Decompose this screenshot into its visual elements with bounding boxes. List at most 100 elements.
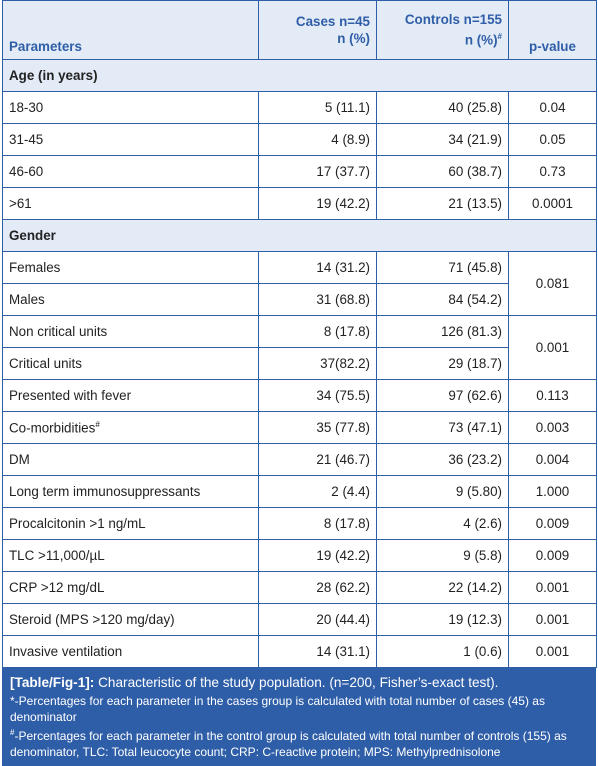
table-row: Long term immunosuppressants 2 (4.4) 9 (… bbox=[2, 475, 597, 508]
caption-note-2-sup: # bbox=[10, 728, 15, 737]
table-caption: [Table/Fig-1]: Characteristic of the stu… bbox=[2, 668, 596, 766]
table-row: Non critical units 8 (17.8) 126 (81.3) 0… bbox=[2, 315, 597, 380]
table-row: 46-60 17 (37.7) 60 (38.7) 0.73 bbox=[2, 155, 597, 188]
table-row: Critical units 37(82.2) 29 (18.7) bbox=[2, 347, 597, 380]
row-pvalue: 1.000 bbox=[508, 475, 597, 508]
table-row: Co-morbidities# 35 (77.8) 73 (47.1) 0.00… bbox=[2, 411, 597, 444]
merged-pvalue-units: 0.001 bbox=[508, 315, 597, 380]
caption-note-2-text: -Percentages for each parameter in the c… bbox=[10, 729, 567, 759]
row-controls: 126 (81.3) bbox=[376, 315, 509, 348]
merged-pvalue-gender: 0.081 bbox=[508, 251, 597, 316]
row-param-text: Co-morbidities bbox=[9, 420, 96, 436]
caption-text: Characteristic of the study population. … bbox=[94, 675, 499, 690]
table-row: Invasive ventilation 14 (31.1) 1 (0.6) 0… bbox=[2, 635, 597, 668]
row-param: Procalcitonin >1 ng/mL bbox=[2, 507, 259, 540]
row-param-sup: # bbox=[95, 419, 100, 429]
section-gender: Gender bbox=[2, 219, 597, 252]
row-controls: 22 (14.2) bbox=[376, 571, 509, 604]
row-cases: 21 (46.7) bbox=[258, 443, 377, 476]
row-cases: 31 (68.8) bbox=[258, 283, 377, 316]
table-row: 18-30 5 (11.1) 40 (25.8) 0.04 bbox=[2, 91, 597, 124]
row-pvalue: 0.113 bbox=[508, 379, 597, 412]
caption-label: [Table/Fig-1]: bbox=[10, 675, 95, 690]
row-controls: 9 (5.80) bbox=[376, 475, 509, 508]
study-population-table: Parameters Cases n=45 n (%) Controls n=1… bbox=[2, 0, 597, 668]
caption-note-1: *-Percentages for each parameter in the … bbox=[10, 694, 545, 724]
row-pvalue: 0.05 bbox=[508, 123, 597, 156]
header-parameters: Parameters bbox=[2, 0, 259, 60]
row-cases: 2 (4.4) bbox=[258, 475, 377, 508]
table-row: DM 21 (46.7) 36 (23.2) 0.004 bbox=[2, 443, 597, 476]
row-controls: 4 (2.6) bbox=[376, 507, 509, 540]
row-controls: 97 (62.6) bbox=[376, 379, 509, 412]
table-row: Females 14 (31.2) 71 (45.8) 0.081 bbox=[2, 251, 597, 316]
row-controls: 29 (18.7) bbox=[376, 347, 509, 380]
row-controls: 36 (23.2) bbox=[376, 443, 509, 476]
row-cases: 5 (11.1) bbox=[258, 91, 377, 124]
row-controls: 21 (13.5) bbox=[376, 187, 509, 220]
row-param: Critical units bbox=[2, 347, 259, 380]
row-controls: 40 (25.8) bbox=[376, 91, 509, 124]
header-cases-line1: Cases n=45 bbox=[295, 14, 370, 29]
row-cases: 19 (42.2) bbox=[258, 187, 377, 220]
table-row: Procalcitonin >1 ng/mL 8 (17.8) 4 (2.6) … bbox=[2, 507, 597, 540]
row-pvalue: 0.009 bbox=[508, 539, 597, 572]
row-param: Non critical units bbox=[2, 315, 259, 348]
table-row: 31-45 4 (8.9) 34 (21.9) 0.05 bbox=[2, 123, 597, 156]
row-cases: 8 (17.8) bbox=[258, 507, 377, 540]
header-controls: Controls n=155 n (%)# bbox=[376, 0, 509, 60]
header-controls-sup: # bbox=[497, 32, 502, 42]
row-param: 31-45 bbox=[2, 123, 259, 156]
row-cases: 28 (62.2) bbox=[258, 571, 377, 604]
row-cases: 34 (75.5) bbox=[258, 379, 377, 412]
row-param: Steroid (MPS >120 mg/day) bbox=[2, 603, 259, 636]
row-pvalue: 0.04 bbox=[508, 91, 597, 124]
row-cases: 20 (44.4) bbox=[258, 603, 377, 636]
row-controls: 73 (47.1) bbox=[376, 411, 509, 444]
row-pvalue: 0.001 bbox=[508, 571, 597, 604]
caption-main: [Table/Fig-1]: Characteristic of the stu… bbox=[10, 674, 588, 692]
section-age: Age (in years) bbox=[2, 59, 597, 92]
header-controls-line1: Controls n=155 bbox=[404, 12, 502, 28]
row-param: Invasive ventilation bbox=[2, 635, 259, 668]
table-row: Steroid (MPS >120 mg/day) 20 (44.4) 19 (… bbox=[2, 603, 597, 636]
row-controls: 19 (12.3) bbox=[376, 603, 509, 636]
table-row: >61 19 (42.2) 21 (13.5) 0.0001 bbox=[2, 187, 597, 220]
row-cases: 4 (8.9) bbox=[258, 123, 377, 156]
row-controls: 71 (45.8) bbox=[376, 251, 509, 284]
row-controls: 9 (5.8) bbox=[376, 539, 509, 572]
row-param: 46-60 bbox=[2, 155, 259, 188]
row-param-comorbidities: Co-morbidities# bbox=[2, 411, 259, 444]
row-param: CRP >12 mg/dL bbox=[2, 571, 259, 604]
row-controls: 60 (38.7) bbox=[376, 155, 509, 188]
header-pvalue: p-value bbox=[508, 0, 597, 60]
row-pvalue: 0.73 bbox=[508, 155, 597, 188]
caption-note-2: #-Percentages for each parameter in the … bbox=[10, 725, 588, 760]
row-pvalue: 0.009 bbox=[508, 507, 597, 540]
row-cases: 8 (17.8) bbox=[258, 315, 377, 348]
table-row: Males 31 (68.8) 84 (54.2) bbox=[2, 283, 597, 316]
row-pvalue: 0.003 bbox=[508, 411, 597, 444]
row-controls: 1 (0.6) bbox=[376, 635, 509, 668]
table-row: CRP >12 mg/dL 28 (62.2) 22 (14.2) 0.001 bbox=[2, 571, 597, 604]
section-row-age: Age (in years) bbox=[2, 59, 597, 92]
row-pvalue: 0.004 bbox=[508, 443, 597, 476]
row-param: Males bbox=[2, 283, 259, 316]
row-param: TLC >11,000/µL bbox=[2, 539, 259, 572]
row-controls: 84 (54.2) bbox=[376, 283, 509, 316]
row-param: Females bbox=[2, 251, 259, 284]
row-pvalue: 0.0001 bbox=[508, 187, 597, 220]
header-cases: Cases n=45 n (%) bbox=[258, 0, 377, 60]
header-controls-line2: n (%) bbox=[464, 32, 498, 48]
header-row: Parameters Cases n=45 n (%) Controls n=1… bbox=[2, 0, 597, 60]
row-pvalue: 0.001 bbox=[508, 603, 597, 636]
row-param: >61 bbox=[2, 187, 259, 220]
row-controls: 34 (21.9) bbox=[376, 123, 509, 156]
section-row-gender: Gender bbox=[2, 219, 597, 252]
row-cases: 19 (42.2) bbox=[258, 539, 377, 572]
row-param: Long term immunosuppressants bbox=[2, 475, 259, 508]
table-row: TLC >11,000/µL 19 (42.2) 9 (5.8) 0.009 bbox=[2, 539, 597, 572]
row-cases: 35 (77.8) bbox=[258, 411, 377, 444]
row-param: DM bbox=[2, 443, 259, 476]
